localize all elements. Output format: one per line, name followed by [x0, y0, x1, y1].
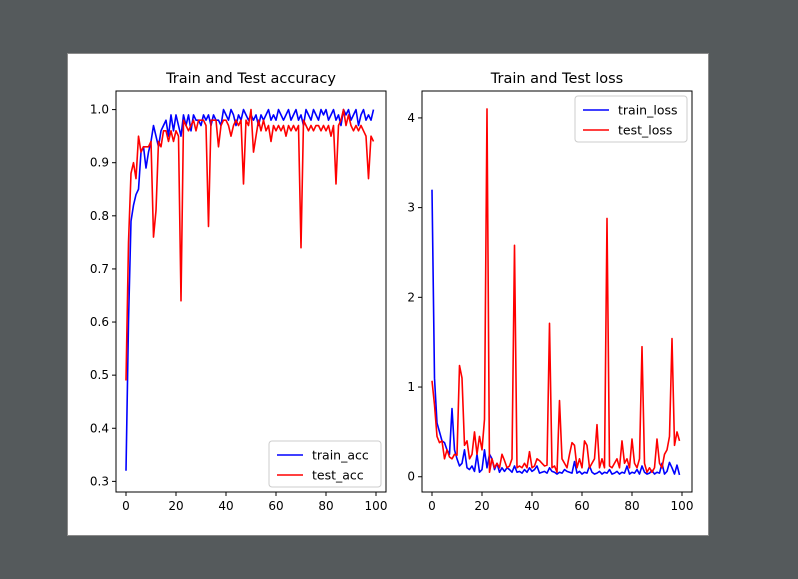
- series-line-test-acc: [125, 108, 375, 381]
- accuracy-panel: Train and Test accuracy 0 20 40 60 80 1000.30…: [90, 71, 388, 513]
- x-tick-label: 80: [318, 499, 333, 513]
- x-tick-label: 60: [574, 499, 589, 513]
- y-tick-label: 0.5: [90, 368, 109, 382]
- y-tick-label: 0.6: [90, 315, 109, 329]
- loss-chart-title: Train and Test loss: [490, 71, 623, 87]
- accuracy-legend: train_acc test_acc: [268, 440, 382, 488]
- y-tick-label: 4: [407, 111, 415, 125]
- loss-axes-frame: [421, 90, 693, 493]
- legend-label-train-acc: train_acc: [312, 448, 369, 463]
- accuracy-axis-ticks: 0 20 40 60 80 100 0.3 0.4 0.5 0.6 0.7 0.8 0.9 1.0: [90, 103, 388, 513]
- y-tick-label: 0.7: [90, 262, 109, 276]
- legend-label-train-loss: train_loss: [618, 103, 678, 118]
- legend-label-test-acc: test_acc: [312, 468, 364, 483]
- loss-panel: Train and Test loss 0 20 40 60 80 100 0 1 2 3 4 tr…: [407, 71, 693, 513]
- x-tick-label: 0: [428, 499, 436, 513]
- y-tick-label: 1: [407, 380, 415, 394]
- x-tick-label: 20: [168, 499, 183, 513]
- accuracy-axes-frame: [115, 90, 387, 493]
- loss-legend: train_loss test_loss: [574, 95, 688, 143]
- x-tick-label: 60: [268, 499, 283, 513]
- figure-canvas: Train and Test accuracy 0 20 40 60 80 100 0.3 0…: [67, 53, 709, 536]
- y-tick-label: 2: [407, 290, 415, 304]
- x-tick-label: 20: [474, 499, 489, 513]
- loss-plot-area: [431, 108, 681, 476]
- y-tick-label: 0.3: [90, 474, 109, 488]
- legend-label-test-loss: test_loss: [618, 123, 672, 138]
- x-tick-label: 40: [218, 499, 233, 513]
- series-line-test-loss: [431, 108, 681, 474]
- y-tick-label: 0.9: [90, 156, 109, 170]
- y-tick-label: 1.0: [90, 103, 109, 117]
- y-tick-label: 0.4: [90, 421, 109, 435]
- y-tick-label: 3: [407, 201, 415, 215]
- accuracy-chart-title: Train and Test accuracy: [165, 71, 336, 87]
- x-tick-label: 80: [624, 499, 639, 513]
- y-tick-label: 0.8: [90, 209, 109, 223]
- y-tick-label: 0: [407, 470, 415, 484]
- loss-axis-ticks: 0 20 40 60 80 100 0 1 2 3 4: [407, 111, 693, 513]
- x-tick-label: 0: [122, 499, 130, 513]
- x-tick-label: 100: [671, 499, 694, 513]
- chart-figure-svg: Train and Test accuracy 0 20 40 60 80 1000.30…: [90, 71, 694, 513]
- series-line-train-loss: [431, 189, 681, 476]
- x-tick-label: 40: [524, 499, 539, 513]
- x-tick-label: 100: [365, 499, 388, 513]
- accuracy-plot-area: [125, 108, 375, 471]
